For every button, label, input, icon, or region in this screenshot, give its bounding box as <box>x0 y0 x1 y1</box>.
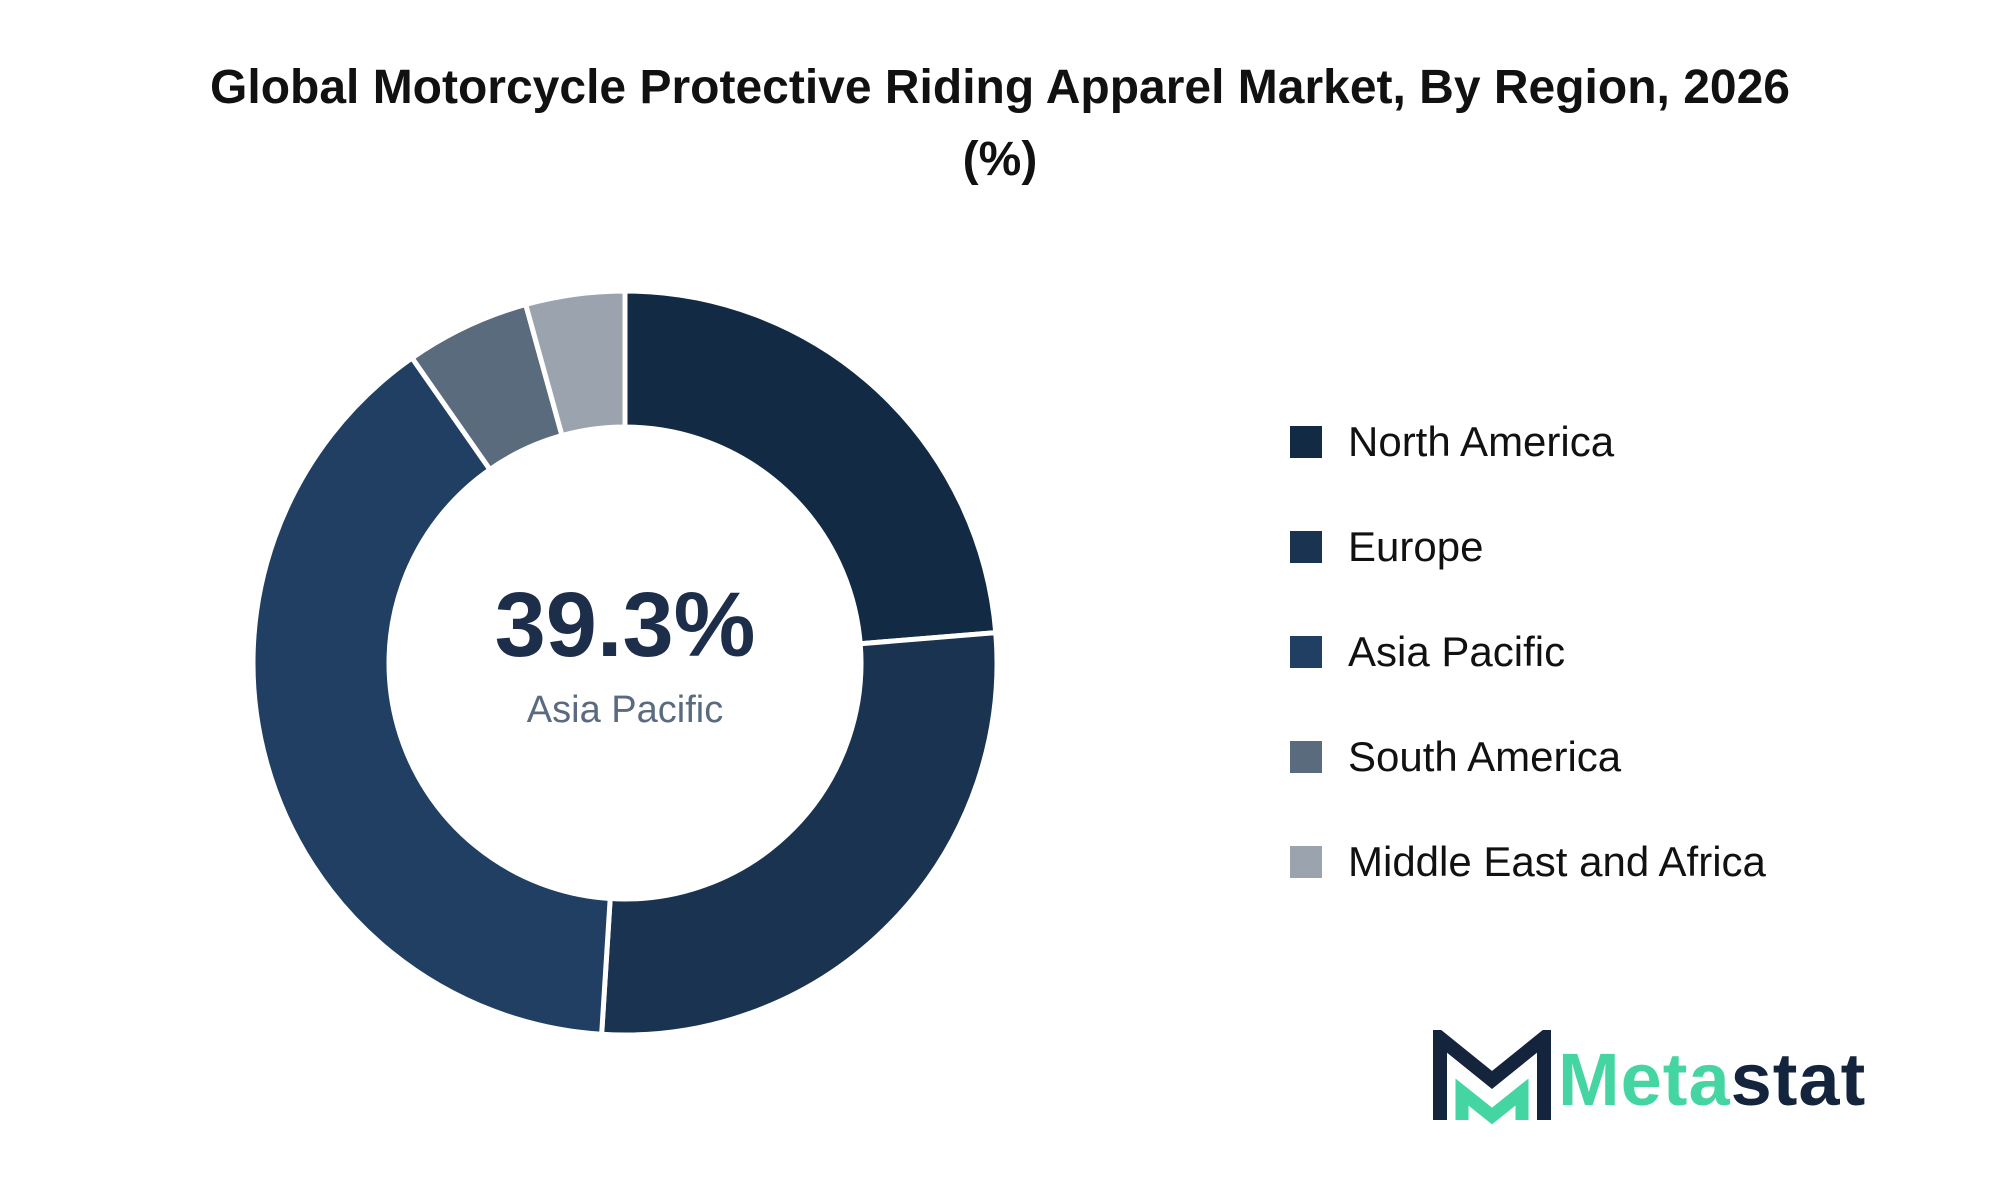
legend-swatch <box>1290 530 1322 563</box>
legend: North America Europe Asia Pacific South Ame… <box>1290 389 1890 914</box>
legend-swatch <box>1290 740 1322 773</box>
slice-asia-pacific <box>250 354 613 1037</box>
legend-item-asia-pacific: Asia Pacific <box>1290 599 1890 704</box>
slice-middle-east-and-africa <box>522 288 628 439</box>
center-value: 39.3% <box>494 574 756 676</box>
legend-item-europe: Europe <box>1290 494 1890 599</box>
metastat-logo-icon <box>1433 1030 1551 1125</box>
legend-label: North America <box>1348 417 1615 465</box>
legend-label: Europe <box>1348 522 1484 570</box>
legend-item-north-america: North America <box>1290 389 1890 494</box>
legend-swatch <box>1290 425 1322 458</box>
legend-item-south-america: South America <box>1290 704 1890 809</box>
legend-label: Asia Pacific <box>1348 627 1566 675</box>
metastat-logo: Metastat <box>1432 1030 1932 1130</box>
legend-label: Middle East and Africa <box>1348 837 1766 885</box>
logo-text-meta: Meta <box>1558 1038 1731 1121</box>
donut-chart <box>250 288 1000 1038</box>
legend-swatch <box>1290 635 1322 668</box>
legend-swatch <box>1290 845 1322 878</box>
center-label: Asia Pacific <box>526 689 724 731</box>
legend-item-middle-east-and-africa: Middle East and Africa <box>1290 809 1890 914</box>
legend-label: South America <box>1348 732 1622 780</box>
logo-text-stat: stat <box>1730 1038 1867 1121</box>
slice-europe <box>598 629 1000 1038</box>
slice-north-america <box>622 288 999 647</box>
chart-title: Global Motorcycle Protective Riding Appa… <box>210 61 1790 186</box>
